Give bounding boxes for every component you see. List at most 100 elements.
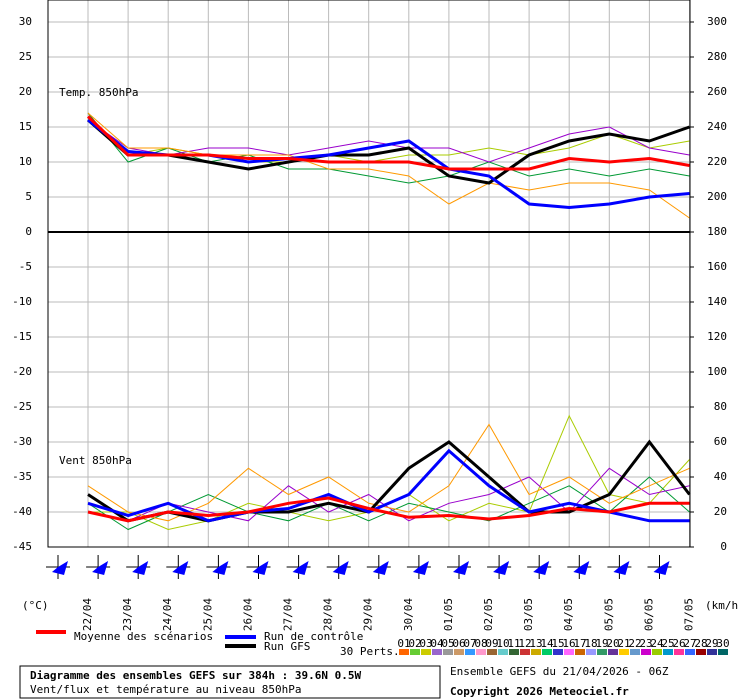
rose-shape [172, 561, 189, 575]
perturbation-swatch [641, 649, 651, 655]
perturbation-code: 11 [507, 637, 520, 650]
y2-tick-label: 60 [714, 435, 727, 448]
x-tick-label: 30/04 [402, 598, 415, 631]
info-box [19, 665, 441, 699]
y2-tick-label: 140 [707, 295, 727, 308]
annotation: Vent 850hPa [59, 454, 132, 467]
y-tick-label: 5 [25, 190, 32, 203]
series-line [87, 448, 690, 523]
rose-shape [412, 561, 429, 575]
y2-tick-label: 180 [707, 225, 727, 238]
legend-label: Moyenne des scénarios [74, 630, 213, 643]
series-line [87, 496, 690, 523]
perturbation-code: 26 [672, 637, 685, 650]
y-tick-label: -25 [12, 400, 32, 413]
rose-shape [52, 561, 68, 575]
perturbation-code: 28 [694, 637, 707, 650]
perturbation-swatch [564, 649, 574, 655]
y2-tick-label: 260 [707, 85, 727, 98]
perturbation-code: 24 [650, 637, 664, 650]
y2-tick-label: 0 [720, 540, 727, 553]
perturbation-code: 30 [716, 637, 729, 650]
chart-subtitle: Vent/flux et température au niveau 850hP… [30, 683, 302, 696]
x-tick-label: 01/05 [442, 598, 455, 631]
perturbation-swatch [487, 649, 497, 655]
perturbation-code: 21 [617, 637, 630, 650]
legend-label: 30 Perts. [340, 645, 400, 658]
rose-shape [132, 561, 149, 575]
rose-shape [92, 561, 109, 575]
rose-shape [493, 561, 510, 575]
x-tick-label: 23/04 [121, 598, 134, 631]
x-tick-label: 07/05 [683, 598, 696, 631]
perturbation-swatch [553, 649, 563, 655]
chart-title: Diagramme des ensembles GEFS sur 384h : … [30, 669, 362, 682]
perturbation-code: 17 [573, 637, 586, 650]
perturbation-swatch [696, 649, 706, 655]
perturbation-swatch [410, 649, 420, 655]
rose-shape [212, 561, 229, 575]
perturbation-swatch [597, 649, 607, 655]
perturbation-swatch [432, 649, 442, 655]
perturbation-code: 14 [540, 637, 554, 650]
perturbation-swatch [674, 649, 684, 655]
copyright: Copyright 2026 Meteociel.fr [450, 685, 629, 698]
x-tick-label: 04/05 [562, 598, 575, 631]
perturbation-swatch [498, 649, 508, 655]
y2-tick-label: 80 [714, 400, 727, 413]
perturbation-code: 13 [529, 637, 542, 650]
plot-frame [47, 0, 691, 548]
perturbation-swatch [476, 649, 486, 655]
y2-tick-label: 40 [714, 470, 727, 483]
y-tick-label: 0 [25, 225, 32, 238]
y2-tick-label: 220 [707, 155, 727, 168]
y-tick-label: 25 [19, 50, 32, 63]
perturbation-code: 18 [584, 637, 597, 650]
x-tick-label: 05/05 [602, 598, 615, 631]
y2-axis-label: (km/h) [705, 599, 740, 612]
perturbation-code: 05 [441, 637, 454, 650]
y2-tick-label: 100 [707, 365, 727, 378]
plot [48, 0, 694, 548]
perturbation-legend: 0102030405060708091011121314151617181920… [397, 637, 730, 655]
perturbation-swatch [509, 649, 519, 655]
rose-shape [252, 561, 269, 575]
series-line [86, 115, 690, 171]
wind-roses [46, 555, 672, 579]
x-tick-label: 03/05 [522, 598, 535, 631]
y-tick-label: -20 [12, 365, 32, 378]
perturbation-code: 19 [595, 637, 608, 650]
x-tick-label: 26/04 [241, 598, 254, 631]
x-tick-label: 27/04 [282, 598, 295, 631]
perturbation-code: 25 [661, 637, 674, 650]
x-tick-label: 28/04 [322, 598, 335, 631]
x-tick-label: 06/05 [642, 598, 655, 631]
perturbation-code: 01 [397, 637, 410, 650]
rose-shape [653, 561, 670, 575]
y-tick-label: -45 [12, 540, 32, 553]
perturbation-code: 02 [408, 637, 421, 650]
rose-shape [573, 561, 590, 575]
perturbation-code: 03 [419, 637, 432, 650]
perturbation-swatch [454, 649, 464, 655]
perturbation-code: 12 [518, 637, 531, 650]
perturbation-swatch [630, 649, 640, 655]
x-tick-label: 29/04 [362, 598, 375, 631]
y-tick-label: 20 [19, 85, 32, 98]
perturbation-swatch [707, 649, 717, 655]
run-info: Ensemble GEFS du 21/04/2026 - 06Z [450, 665, 669, 678]
perturbation-swatch [608, 649, 618, 655]
y2-tick-label: 300 [707, 15, 727, 28]
x-tick-label: 24/04 [161, 598, 174, 631]
perturbation-swatch [685, 649, 695, 655]
annotation: Temp. 850hPa [59, 86, 138, 99]
y-tick-label: 30 [19, 15, 32, 28]
legend-label: Run GFS [264, 640, 310, 653]
perturbation-code: 29 [705, 637, 718, 650]
rose-shape [332, 561, 349, 575]
perturbation-swatch [542, 649, 552, 655]
perturbation-swatch [465, 649, 475, 655]
perturbation-swatch [520, 649, 530, 655]
y-tick-label: -5 [19, 260, 32, 273]
